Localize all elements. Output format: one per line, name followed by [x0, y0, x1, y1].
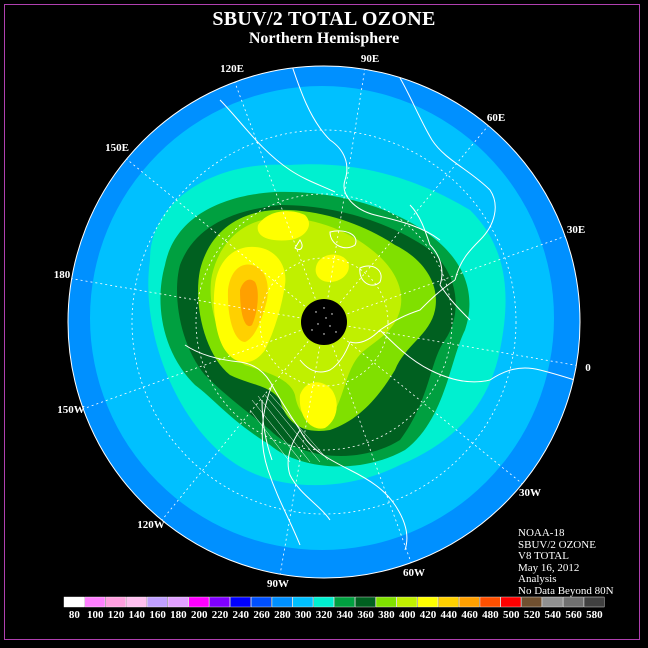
colorbar-label-280: 280	[274, 609, 291, 621]
lon-label-30e: 30E	[567, 224, 585, 236]
colorbar-label-100: 100	[87, 609, 104, 621]
colorbar-label-400: 400	[399, 609, 416, 621]
info-note: No Data Beyond 80N	[518, 584, 614, 597]
colorbar-swatch-400	[396, 596, 418, 608]
colorbar-swatch-440	[438, 596, 459, 608]
colorbar-label-80: 80	[69, 609, 81, 621]
colorbar-label-180: 180	[170, 609, 187, 621]
colorbar-swatch-580	[583, 596, 605, 608]
colorbar-swatch-540	[542, 596, 563, 608]
colorbar-label-320: 320	[316, 609, 333, 621]
lon-label-150e: 150E	[105, 142, 129, 154]
colorbar-label-460: 460	[461, 609, 478, 621]
lon-label-90e: 90E	[361, 53, 379, 65]
info-version: V8 TOTAL	[518, 550, 569, 562]
lon-label-0: 0	[585, 362, 591, 374]
colorbar-swatch-160	[146, 596, 168, 608]
colorbar-swatch-360	[355, 596, 376, 608]
coastlines	[184, 66, 580, 551]
map-border	[67, 65, 581, 579]
colorbar-swatch-140	[126, 596, 147, 608]
polar-dots	[311, 307, 337, 335]
info-instrument: SBUV/2 OZONE	[518, 538, 596, 551]
lon-label-30w: 30W	[519, 487, 541, 499]
colorbar-label-200: 200	[191, 609, 208, 621]
colorbar-label-580: 580	[586, 609, 603, 621]
colorbar-label-160: 160	[149, 609, 166, 621]
colorbar-swatch-180	[167, 596, 189, 608]
colorbar-label-520: 520	[524, 609, 541, 621]
lon-label-90w: 90W	[267, 578, 289, 590]
lon-label-120w: 120W	[137, 519, 165, 531]
colorbar-swatch-240	[230, 596, 251, 608]
info-type: Analysis	[518, 573, 557, 585]
info-satellite: NOAA-18	[518, 527, 565, 539]
colorbar-label-220: 220	[212, 609, 229, 621]
no-data-hatch	[249, 393, 329, 463]
info-block: NOAA-18 SBUV/2 OZONE V8 TOTAL May 16, 20…	[518, 527, 614, 597]
colorbar-label-380: 380	[378, 609, 395, 621]
colorbar-swatch-320	[313, 596, 335, 608]
colorbar-swatch-560	[563, 596, 584, 608]
lon-label-60w: 60W	[403, 567, 425, 579]
lon-label-180: 180	[54, 269, 71, 281]
colorbar-label-120: 120	[108, 609, 125, 621]
colorbar-labels: 80 100 120 140 160 180 200 220 240 260 280 300 320 34…	[69, 609, 603, 621]
map-title: SBUV/2 TOTAL OZONE	[212, 8, 436, 30]
colorbar-swatch-120	[105, 596, 126, 608]
colorbar-swatch-260	[250, 596, 272, 608]
colorbar-label-360: 360	[357, 609, 374, 621]
colorbar-label-140: 140	[129, 609, 146, 621]
lon-label-150w: 150W	[57, 404, 85, 416]
colorbar-label-260: 260	[253, 609, 270, 621]
colorbar-swatch-480	[479, 596, 501, 608]
colorbar-label-440: 440	[441, 609, 458, 621]
longitude-labels: 90E 60E 30E 0 30W 60W 90W 120W 150W 180 …	[54, 53, 592, 590]
colorbar-label-560: 560	[565, 609, 582, 621]
colorbar-swatch-300	[292, 596, 314, 608]
map-subtitle: Northern Hemisphere	[248, 30, 400, 47]
colorbar-label-240: 240	[233, 609, 250, 621]
info-date: May 16, 2012	[518, 561, 580, 574]
lon-label-120e: 120E	[220, 63, 244, 75]
colorbar-label-540: 540	[545, 609, 562, 621]
colorbar-label-300: 300	[295, 609, 312, 621]
polar-no-data-disk	[301, 299, 347, 345]
colorbar-swatch-380	[375, 596, 397, 608]
colorbar-swatch-280	[271, 596, 293, 608]
colorbar-swatch-500	[500, 596, 522, 608]
ozone-band-420b	[299, 382, 337, 429]
colorbar-swatch-80	[63, 596, 85, 608]
colorbar-swatch-340	[334, 596, 355, 608]
ozone-band-420d	[315, 254, 349, 282]
colorbar-label-500: 500	[503, 609, 520, 621]
colorbar-swatch-100	[84, 596, 106, 608]
colorbar-swatch-460	[459, 596, 480, 608]
ozone-band-460	[240, 279, 258, 327]
colorbar-swatch-220	[209, 596, 231, 608]
colorbar-label-420: 420	[420, 609, 437, 621]
colorbar-label-340: 340	[337, 609, 354, 621]
colorbar-swatches	[63, 596, 605, 608]
colorbar-swatch-420	[417, 596, 439, 608]
lon-label-60e: 60E	[487, 112, 505, 124]
ozone-band-420c	[257, 211, 310, 241]
colorbar-label-480: 480	[482, 609, 499, 621]
graticule	[68, 67, 580, 576]
colorbar-swatch-520	[521, 596, 542, 608]
colorbar-swatch-200	[188, 596, 210, 608]
